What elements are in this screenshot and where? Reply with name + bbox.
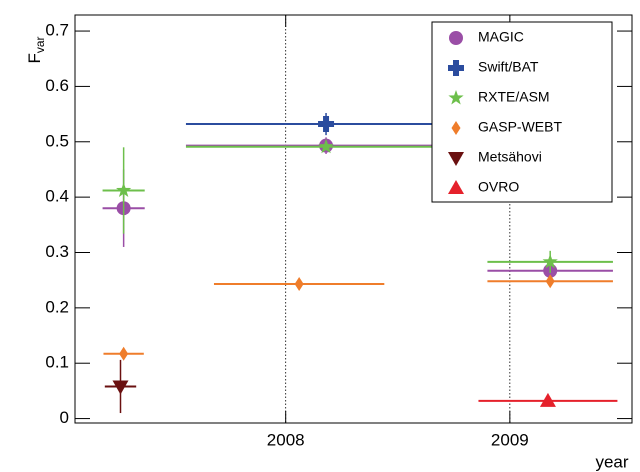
marker: [318, 116, 335, 133]
marker: [294, 277, 304, 292]
y-tick-label: 0.3: [45, 242, 69, 261]
y-axis-label: Fvar: [25, 36, 47, 63]
marker: [542, 253, 558, 269]
marker: [451, 121, 461, 135]
marker: [448, 90, 464, 105]
legend-box: [431, 21, 613, 203]
marker: [539, 392, 556, 407]
marker: [112, 380, 129, 395]
marker: [545, 274, 555, 289]
legend-label: MAGIC: [478, 29, 524, 45]
x-tick-label: 2008: [267, 430, 305, 449]
legend-label: RXTE/ASM: [478, 89, 550, 105]
marker: [448, 180, 464, 194]
marker: [448, 152, 464, 166]
legend-label: Swift/BAT: [478, 59, 539, 75]
marker: [116, 182, 132, 197]
marker: [119, 346, 129, 361]
x-axis-label: year: [595, 452, 628, 471]
legend: MAGIC Swift/BAT RXTE/ASM GASP-WEBT Metsähovi…: [431, 21, 613, 203]
y-tick-label: 0.4: [45, 187, 69, 206]
y-tick-label: 0: [60, 408, 69, 427]
plot-frame: [74, 14, 633, 424]
marker: [449, 31, 463, 45]
y-tick-label: 0.6: [45, 76, 69, 95]
marker: [318, 138, 334, 154]
marker: [448, 60, 464, 76]
x-tick-label: 2009: [491, 430, 529, 449]
y-tick-label: 0.1: [45, 353, 69, 372]
y-label-main: F: [25, 53, 44, 63]
legend-label: GASP-WEBT: [478, 119, 562, 135]
y-label-sub: var: [33, 36, 47, 53]
y-tick-label: 0.2: [45, 297, 69, 316]
legend-label: OVRO: [478, 179, 519, 195]
y-tick-label: 0.7: [45, 21, 69, 40]
y-tick-label: 0.5: [45, 131, 69, 150]
legend-label: Metsähovi: [478, 149, 542, 165]
